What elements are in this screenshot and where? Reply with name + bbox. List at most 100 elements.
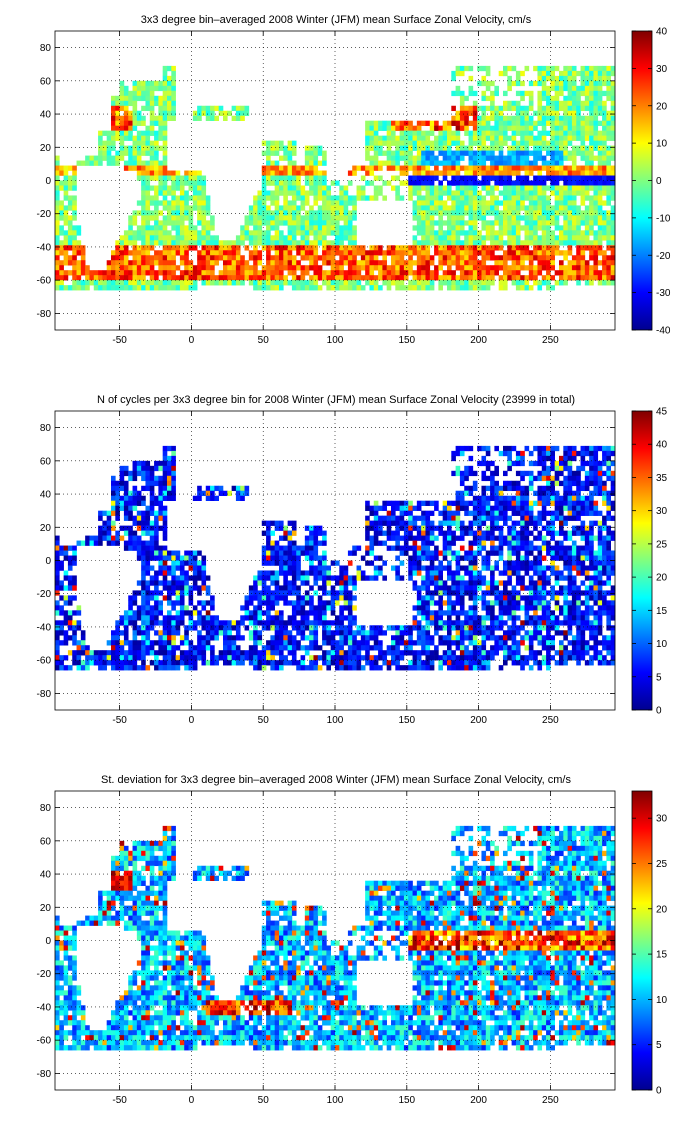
heatmap-cell xyxy=(472,280,478,286)
heatmap-cell xyxy=(149,500,155,506)
heatmap-cell xyxy=(494,85,499,92)
heatmap-cell xyxy=(610,475,616,482)
heatmap-cell xyxy=(559,505,564,511)
heatmap-cell xyxy=(610,125,616,131)
heatmap-cell xyxy=(464,65,469,72)
heatmap-cell xyxy=(171,210,176,216)
heatmap-cell xyxy=(429,210,435,216)
heatmap-cell xyxy=(158,180,163,186)
heatmap-cell xyxy=(55,280,60,286)
heatmap-cell xyxy=(326,220,331,226)
heatmap-cell xyxy=(158,235,163,241)
heatmap-cell xyxy=(395,140,400,146)
heatmap-cell xyxy=(197,230,202,236)
heatmap-cell xyxy=(442,555,448,561)
heatmap-cell xyxy=(149,525,155,531)
heatmap-cell xyxy=(563,255,568,261)
heatmap-cell xyxy=(158,570,163,576)
heatmap-cell xyxy=(287,255,293,261)
heatmap-cell xyxy=(171,460,176,467)
heatmap-cell xyxy=(188,240,194,246)
heatmap-cell xyxy=(571,105,577,112)
heatmap-cell xyxy=(123,120,129,126)
heatmap-cell xyxy=(468,140,474,146)
heatmap-cell xyxy=(468,550,474,556)
heatmap-cell xyxy=(171,270,176,276)
heatmap-cell xyxy=(459,215,465,221)
heatmap-cell xyxy=(593,265,599,271)
heatmap-cell xyxy=(576,165,581,171)
heatmap-cell xyxy=(132,150,138,156)
heatmap-cell xyxy=(326,200,331,206)
heatmap-cell xyxy=(429,570,435,576)
heatmap-cell xyxy=(610,235,616,241)
heatmap-cell xyxy=(602,260,607,266)
heatmap-cell xyxy=(541,245,547,251)
heatmap-cell xyxy=(425,195,431,201)
heatmap-cell xyxy=(485,225,491,231)
heatmap-cell xyxy=(533,520,538,526)
heatmap-cell xyxy=(559,280,564,286)
heatmap-cell xyxy=(416,515,422,521)
heatmap-cell xyxy=(481,260,487,266)
heatmap-cell xyxy=(459,225,465,231)
heatmap-cell xyxy=(597,65,603,72)
heatmap-cell xyxy=(447,260,452,266)
heatmap-cell xyxy=(399,500,405,506)
heatmap-cell xyxy=(227,260,232,266)
heatmap-cell xyxy=(171,65,176,72)
heatmap-cell xyxy=(128,470,133,477)
heatmap-cell xyxy=(154,145,159,151)
heatmap-cell xyxy=(162,80,168,87)
heatmap-cell xyxy=(408,145,413,151)
heatmap-cell xyxy=(589,120,594,126)
heatmap-cell xyxy=(541,230,547,236)
heatmap-cell xyxy=(550,155,555,161)
heatmap-cell xyxy=(296,285,301,291)
heatmap-cell xyxy=(589,490,594,497)
heatmap-cell xyxy=(524,555,530,561)
heatmap-cell xyxy=(459,445,465,452)
heatmap-cell xyxy=(511,195,517,201)
heatmap-cell xyxy=(580,445,586,452)
heatmap-cell xyxy=(464,230,469,236)
heatmap-cell xyxy=(537,455,543,462)
heatmap-cell xyxy=(141,190,146,196)
heatmap-cell xyxy=(528,270,534,276)
heatmap-cell xyxy=(571,130,577,136)
heatmap-cell xyxy=(111,125,116,131)
heatmap-cell xyxy=(472,235,478,241)
heatmap-cell xyxy=(369,270,375,276)
heatmap-cell xyxy=(589,165,594,171)
heatmap-cell xyxy=(154,495,159,501)
heatmap-cell xyxy=(270,550,275,556)
heatmap-cell xyxy=(257,190,263,196)
heatmap-cell xyxy=(584,480,590,487)
heatmap-cell xyxy=(468,500,474,506)
heatmap-cell xyxy=(128,110,133,117)
heatmap-cell xyxy=(515,560,521,566)
heatmap-cell xyxy=(602,170,607,176)
heatmap-cell xyxy=(610,85,616,92)
heatmap-cell xyxy=(593,245,599,251)
heatmap-cell xyxy=(408,140,413,146)
y-tick-label: -40 xyxy=(37,242,52,253)
heatmap-cell xyxy=(459,95,465,102)
heatmap-cell xyxy=(567,270,573,276)
heatmap-cell xyxy=(571,165,577,171)
heatmap-cell xyxy=(408,565,413,571)
heatmap-cell xyxy=(464,170,469,176)
heatmap-cell xyxy=(416,245,422,251)
heatmap-cell xyxy=(291,150,297,156)
heatmap-cell xyxy=(313,555,319,561)
heatmap-cell xyxy=(477,445,482,452)
heatmap-cell xyxy=(438,560,443,566)
heatmap-cell xyxy=(571,260,577,266)
heatmap-cell xyxy=(313,235,319,241)
heatmap-cell xyxy=(85,160,90,166)
heatmap-cell xyxy=(550,455,555,462)
heatmap-cell xyxy=(546,225,551,231)
heatmap-cell xyxy=(162,215,168,221)
heatmap-cell xyxy=(541,255,547,261)
heatmap-cell xyxy=(408,160,413,166)
